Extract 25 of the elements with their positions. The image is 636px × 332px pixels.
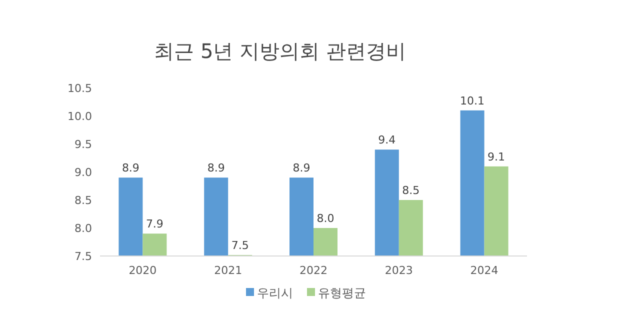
x-tick-label: 2024 (470, 264, 498, 277)
legend-label: 우리시 (257, 286, 293, 300)
data-label: 7.9 (146, 218, 164, 231)
legend-label: 유형평균 (318, 286, 366, 300)
y-tick-label: 7.5 (74, 250, 92, 263)
data-label: 10.1 (460, 94, 485, 108)
data-label: 8.0 (316, 212, 334, 225)
data-label: 9.1 (488, 150, 506, 164)
x-tick-label: 2021 (214, 264, 242, 277)
data-label: 8.9 (122, 162, 140, 175)
data-label: 8.5 (402, 184, 420, 197)
y-tick-label: 10.0 (68, 110, 92, 123)
x-tick-label: 2022 (300, 264, 328, 277)
x-tick-label: 2023 (384, 264, 413, 277)
chart-title: 최근 5년 지방의회 관련경비 (154, 39, 406, 63)
data-label: 8.9 (292, 162, 310, 175)
data-label: 7.5 (231, 239, 249, 252)
y-tick-label: 10.5 (68, 82, 92, 95)
y-tick-label: 9.0 (74, 166, 92, 179)
y-tick-label: 8.0 (74, 222, 92, 235)
x-tick-label: 2020 (128, 264, 157, 277)
y-tick-label: 9.5 (74, 138, 92, 151)
y-tick-label: 8.5 (74, 194, 92, 207)
data-label: 9.4 (378, 134, 396, 147)
data-label: 8.9 (207, 162, 225, 175)
